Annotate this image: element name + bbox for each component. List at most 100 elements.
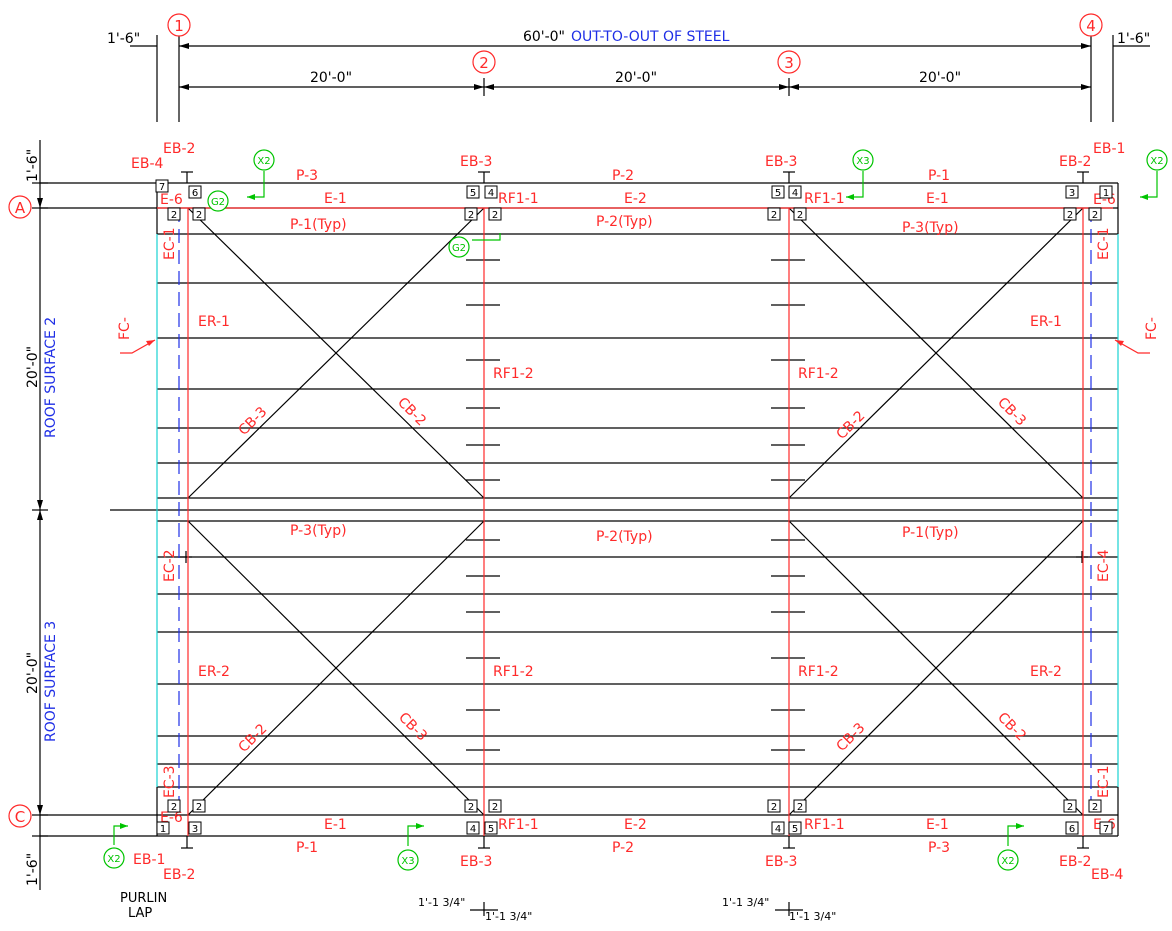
section-tag-x2-top-left-icon [253, 149, 275, 171]
section-arrow-icon [1140, 194, 1148, 200]
label-rf12-upper-2: RF1-2 [493, 366, 534, 382]
box-num: 1 [160, 824, 166, 835]
section-tag-leaders [113, 171, 1158, 846]
lap-dimension-3b: 1'-1 3/4" [789, 910, 836, 923]
label-cb2-lr: CB-2 [994, 710, 1029, 745]
overall-dimension-note: OUT-TO-OUT OF STEEL [571, 29, 730, 45]
overall-dimension: 60'-0" [523, 29, 565, 45]
box-num: 2 [468, 210, 474, 221]
dimension-text: 60'-0" OUT-TO-OUT OF STEEL 20'-0" 20'-0"… [107, 29, 1150, 923]
label-p1typ-mid: P-1(Typ) [902, 525, 959, 541]
label-eb3-top-2: EB-3 [460, 154, 492, 170]
label-eb4-top-left: EB-4 [131, 156, 164, 172]
box-num: 4 [470, 824, 476, 835]
box-num: 5 [775, 188, 781, 199]
section-tag-label: X2 [1001, 856, 1014, 867]
vertical-dimension-text: 1'-6" 20'-0" 20'-0" 1'-6" [25, 149, 41, 886]
box-num: 2 [771, 210, 777, 221]
box-num: 2 [797, 210, 803, 221]
grid-bubble-labels: 1 2 3 4 A C [15, 17, 1096, 826]
offset-dimension-left: 1'-6" [107, 31, 140, 47]
grid-label-1: 1 [174, 17, 184, 35]
label-e6-top-left: E-6 [160, 192, 183, 208]
fc-arrow-right-icon [1115, 340, 1124, 346]
label-p2typ-top: P-2(Typ) [596, 214, 653, 230]
row-offset-bottom: 1'-6" [25, 853, 41, 886]
box-num: 2 [771, 802, 777, 813]
grid-bubble-A [8, 195, 32, 219]
label-eb2-bottom-right: EB-2 [1059, 854, 1091, 870]
box-num: 2 [1067, 210, 1073, 221]
label-p2-bottom: P-2 [612, 840, 634, 856]
label-er1-left: ER-1 [198, 314, 230, 330]
bay-dimension-1: 20'-0" [310, 70, 352, 86]
section-tag-label: G2 [211, 197, 225, 208]
dimension-arrows [37, 43, 1091, 815]
label-rf12-lower-2: RF1-2 [493, 664, 534, 680]
box-num: 2 [1092, 210, 1098, 221]
section-tag-label: X2 [1150, 156, 1163, 167]
label-er1-right: ER-1 [1030, 314, 1062, 330]
section-tag-arrows [120, 194, 1148, 829]
box-num: 4 [488, 188, 494, 199]
fc-leaders [120, 339, 1150, 354]
label-cb3-ur: CB-3 [994, 395, 1029, 430]
label-ec2-left: EC-2 [162, 549, 178, 582]
label-rf11-top-3: RF1-1 [804, 191, 845, 207]
section-tag-x3-top-icon [852, 149, 874, 171]
section-arrow-icon [1016, 823, 1024, 829]
label-er2-right: ER-2 [1030, 664, 1062, 680]
label-cb3-ll: CB-3 [395, 710, 430, 745]
box-num: 5 [792, 824, 798, 835]
label-p1typ-top: P-1(Typ) [290, 217, 347, 233]
label-er2-left: ER-2 [198, 664, 230, 680]
section-tag-label: X2 [107, 854, 120, 865]
section-tag-label: X3 [856, 156, 869, 167]
section-tag-g2-mid-icon [448, 236, 470, 258]
grid-bubble-4 [1079, 13, 1103, 37]
section-tag-labels: X2 X3 X2 G2 G2 X2 X3 X2 [107, 156, 1163, 867]
section-tag-label: G2 [452, 243, 466, 254]
section-tag-label: X2 [257, 156, 270, 167]
label-ec1-right: EC-1 [1096, 227, 1112, 260]
box-num: 6 [192, 188, 198, 199]
bay-dimension-2: 20'-0" [615, 70, 657, 86]
box-num: 2 [171, 210, 177, 221]
grid-label-A: A [15, 199, 26, 217]
offset-dimension-right: 1'-6" [1117, 31, 1150, 47]
box-num: 3 [192, 824, 198, 835]
bay-dimension-3: 20'-0" [919, 70, 961, 86]
grid-bubble-1 [167, 13, 191, 37]
roof-surface-2: ROOF SURFACE 2 [43, 317, 59, 438]
label-p3typ-top: P-3(Typ) [902, 220, 959, 236]
label-eb1-bottom-left: EB-1 [133, 852, 165, 868]
grid-bubble-C [8, 804, 32, 828]
label-e2-top: E-2 [624, 191, 647, 207]
section-tag-label: X3 [401, 856, 414, 867]
label-eb2-top-left: EB-2 [163, 141, 195, 157]
box-num: 5 [470, 188, 476, 199]
label-ec1-left: EC-1 [162, 227, 178, 260]
label-fc-right: FC- [1144, 317, 1160, 340]
box-num: 2 [468, 802, 474, 813]
label-p1-top: P-1 [928, 168, 950, 184]
frame-lines [157, 207, 1113, 836]
member-labels: EB-2 EB-4 EB-3 EB-3 EB-2 EB-1 P-3 P-2 P-… [131, 141, 1125, 883]
label-eb3-bottom-2: EB-3 [460, 854, 492, 870]
label-p3-bottom: P-3 [928, 840, 950, 856]
label-fc-left: FC- [117, 317, 133, 340]
label-e1-bottom-left: E-1 [324, 817, 347, 833]
label-rf11-top-2: RF1-1 [498, 191, 539, 207]
label-e2-bottom: E-2 [624, 817, 647, 833]
label-p2typ-mid: P-2(Typ) [596, 529, 653, 545]
label-p3typ-mid: P-3(Typ) [290, 523, 347, 539]
connection-box-numbers: 7 6 2 2 5 4 2 2 5 4 2 2 3 1 2 2 2 2 1 3 … [159, 182, 1109, 835]
label-e1-bottom-right: E-1 [926, 817, 949, 833]
roof-surface-labels: ROOF SURFACE 2 ROOF SURFACE 3 [43, 317, 59, 742]
label-p3-top: P-3 [296, 168, 318, 184]
brace-labels: CB-3 CB-2 CB-2 CB-3 CB-2 CB-3 CB-3 CB-2 [236, 395, 1030, 756]
box-num: 4 [775, 824, 781, 835]
box-num: 2 [196, 802, 202, 813]
box-num: 3 [1069, 188, 1075, 199]
label-cb3-lr: CB-3 [834, 720, 869, 755]
